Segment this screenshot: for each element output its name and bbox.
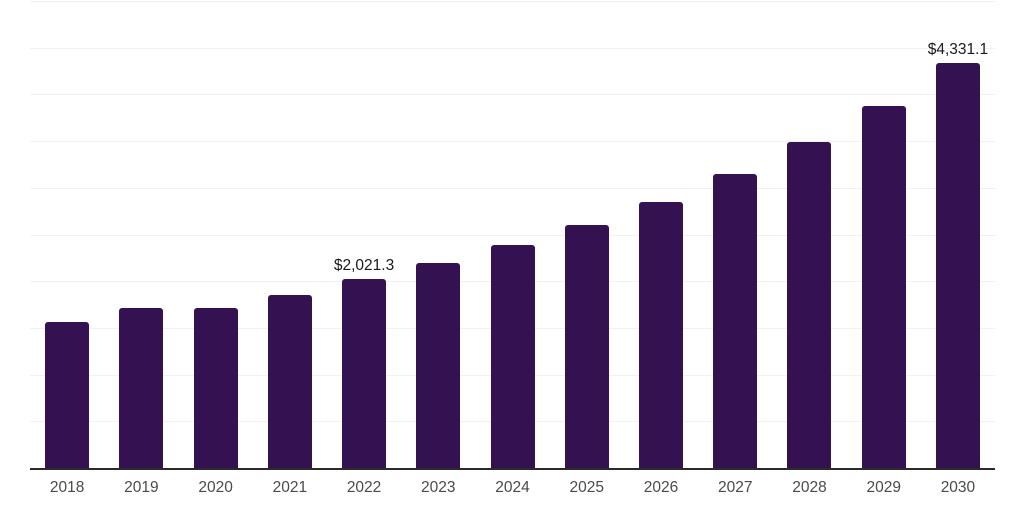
bar-slot-2026	[624, 1, 698, 468]
bars: $2,021.3 $4,331.1	[30, 1, 995, 468]
bar-slot-2030: $4,331.1	[921, 1, 995, 468]
x-tick-label-2019: 2019	[124, 479, 159, 496]
gridline	[30, 234, 995, 236]
x-tick-label-2023: 2023	[421, 479, 456, 496]
gridline	[30, 1, 995, 2]
bar-slot-2019	[104, 1, 178, 468]
bar-2029	[861, 105, 906, 468]
bar-chart: $2,021.3 $4,331.1 2018 2019 2020 2021 2022 202…	[30, 1, 995, 497]
x-tick-label-2028: 2028	[792, 479, 827, 496]
x-tick-label-2026: 2026	[643, 479, 679, 496]
x-tick-label-2029: 2029	[866, 479, 901, 496]
x-tick-label-2018: 2018	[49, 479, 85, 496]
bar-slot-2022: $2,021.3	[327, 1, 401, 468]
gridline	[30, 47, 995, 49]
x-tick-label-2022: 2022	[346, 479, 382, 496]
x-tick-label-2021: 2021	[272, 479, 308, 496]
bar-2024	[490, 244, 535, 468]
bar-slot-2018	[30, 1, 104, 468]
bar-2021	[267, 294, 312, 468]
bar-2020	[193, 308, 238, 468]
x-tick-label-2020: 2020	[198, 479, 233, 496]
value-label-2022: $2,021.3	[333, 256, 395, 274]
bar-2023	[416, 262, 461, 468]
bar-2026	[638, 201, 683, 468]
bar-slot-2028	[772, 1, 846, 468]
bar-slot-2020	[178, 1, 252, 468]
bar-2022	[342, 279, 387, 468]
x-tick-label-2027: 2027	[717, 479, 753, 496]
bar-2030	[935, 63, 980, 468]
bar-2028	[787, 142, 832, 468]
bar-slot-2023	[401, 1, 475, 468]
bar-slot-2029	[847, 1, 921, 468]
x-axis-labels: 2018 2019 2020 2021 2022 2023 2024 2025 2026 2027…	[30, 479, 995, 497]
x-tick-label-2030: 2030	[940, 479, 976, 496]
bar-slot-2027	[698, 1, 772, 468]
bar-2027	[713, 173, 758, 468]
x-tick-label-2025: 2025	[569, 479, 604, 496]
gridline	[30, 187, 995, 189]
bar-2025	[564, 225, 609, 468]
gridline	[30, 94, 995, 96]
gridline	[30, 141, 995, 143]
bar-slot-2024	[475, 1, 549, 468]
bar-slot-2021	[253, 1, 327, 468]
bar-2018	[45, 322, 90, 468]
x-tick-label-2024: 2024	[495, 479, 530, 496]
x-axis-line	[30, 468, 995, 470]
plot-area: $2,021.3 $4,331.1	[30, 1, 995, 468]
value-label-2030: $4,331.1	[927, 40, 989, 58]
bar-slot-2025	[550, 1, 624, 468]
bar-2019	[119, 307, 164, 468]
